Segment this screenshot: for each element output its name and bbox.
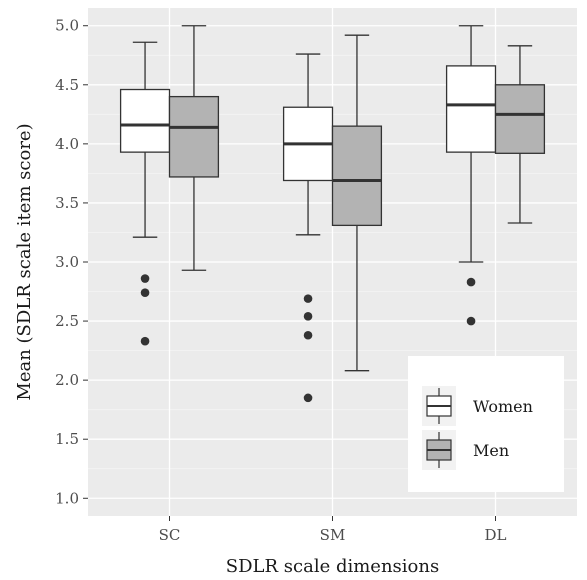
boxplot-men-dl	[494, 45, 546, 224]
boxplot-women-dl	[445, 25, 497, 326]
y-tick-label: 3.5	[55, 194, 79, 212]
outlier-point	[303, 393, 313, 403]
legend-key-men	[422, 430, 456, 470]
legend-key-women	[422, 386, 456, 426]
iqr-box	[119, 88, 171, 153]
y-tick-label: 4.5	[55, 76, 79, 94]
y-tick-label: 3.0	[55, 253, 79, 271]
outlier-point	[140, 288, 150, 298]
x-axis-title: SDLR scale dimensions	[226, 556, 439, 577]
boxplot-women-sm	[282, 53, 334, 403]
outlier-point	[303, 294, 313, 303]
y-tick-label: 1.5	[55, 430, 79, 448]
outlier-point	[466, 277, 476, 287]
x-tick-label: SC	[159, 526, 181, 544]
x-tick-label: DL	[485, 526, 507, 544]
outlier-point	[303, 312, 313, 321]
outlier-point	[140, 274, 150, 283]
legend: Women Men	[408, 356, 564, 492]
iqr-box	[331, 125, 383, 227]
y-tick-label: 4.0	[55, 135, 79, 153]
legend-label: Women	[473, 397, 533, 416]
boxplot-women-sc	[119, 41, 171, 346]
boxplot-men-sm	[331, 34, 383, 372]
y-tick-label: 5.0	[55, 17, 79, 35]
y-tick-label: 2.0	[55, 371, 79, 389]
outlier-point	[140, 336, 150, 346]
boxplot-men-sc	[168, 25, 220, 271]
iqr-box	[445, 65, 497, 153]
iqr-box	[494, 84, 546, 154]
x-tick-label: SM	[320, 526, 346, 544]
outlier-point	[466, 316, 476, 326]
box-layer	[119, 25, 546, 403]
legend-label: Men	[473, 441, 509, 460]
iqr-box	[168, 95, 220, 178]
outlier-point	[303, 330, 313, 340]
y-tick-label: 2.5	[55, 312, 79, 330]
y-axis-title: Mean (SDLR scale item score)	[14, 123, 35, 400]
axes: 1.0 1.5 2.0 2.5 3.0 3.5 4.0 4.5 5.0 SC SM DL	[55, 17, 506, 544]
y-tick-label: 1.0	[55, 489, 79, 507]
